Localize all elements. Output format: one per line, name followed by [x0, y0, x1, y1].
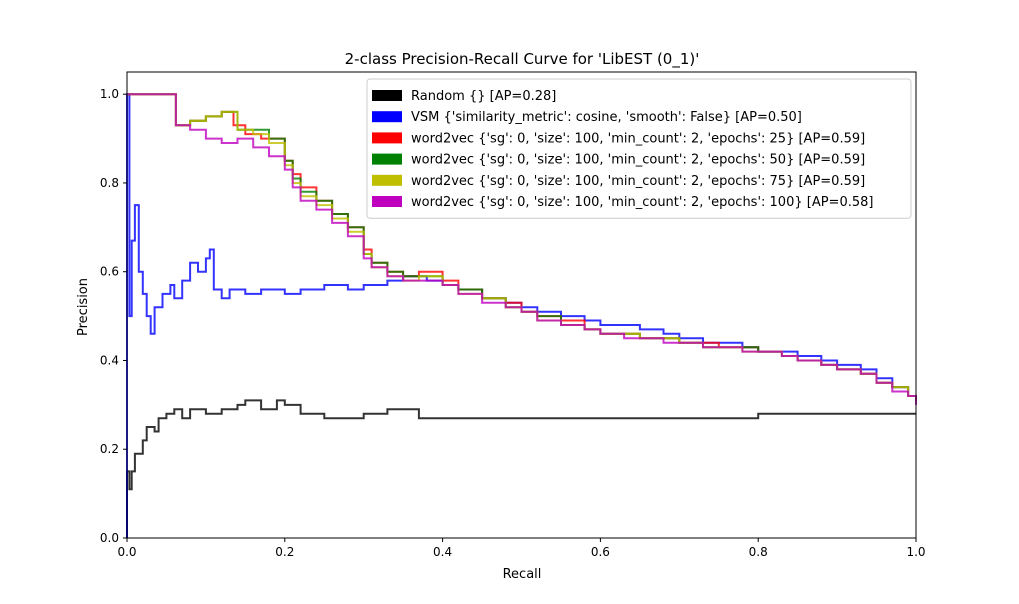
y-tick-label: 0.6 [100, 265, 119, 279]
legend-swatch-4 [372, 174, 402, 186]
x-axis-label: Recall [503, 567, 542, 582]
legend-label-4: word2vec {'sg': 0, 'size': 100, 'min_cou… [411, 174, 865, 189]
y-tick-label: 0.0 [100, 531, 119, 545]
y-tick-label: 1.0 [100, 87, 119, 101]
legend: Random {} [AP=0.28] VSM {'similarity_metr… [366, 78, 912, 219]
series-line-5 [127, 93, 917, 405]
legend-swatch-0 [372, 90, 402, 101]
x-tick-label: 1.0 [906, 545, 925, 559]
x-tick-label: 0.4 [433, 545, 452, 559]
x-tick-label: 0.2 [275, 545, 294, 559]
y-tick-label: 0.2 [100, 442, 119, 456]
legend-label-3: word2vec {'sg': 0, 'size': 100, 'min_cou… [411, 153, 865, 168]
legend-swatch-2 [372, 132, 402, 144]
y-axis-label: Precision [76, 278, 91, 336]
axes-frame [126, 71, 917, 539]
legend-label-2: word2vec {'sg': 0, 'size': 100, 'min_cou… [411, 131, 865, 146]
y-tick-label: 0.4 [100, 353, 119, 367]
plot-area [126, 93, 917, 538]
legend-label-5: word2vec {'sg': 0, 'size': 100, 'min_cou… [411, 195, 873, 210]
x-tick-label: 0.8 [749, 545, 768, 559]
chart-title: 2-class Precision-Recall Curve for 'LibE… [345, 50, 700, 69]
legend-box [366, 78, 912, 219]
x-tick-label: 0.6 [591, 545, 610, 559]
y-tick-label: 0.8 [100, 176, 119, 190]
legend-label-1: VSM {'similarity_metric': cosine, 'smoot… [411, 110, 802, 125]
series-line-0 [126, 399, 916, 538]
legend-swatch-1 [372, 111, 402, 123]
legend-swatch-3 [372, 153, 402, 165]
legend-label-0: Random {} [AP=0.28] [411, 89, 556, 104]
x-tick-label: 0.0 [117, 545, 136, 559]
legend-swatch-5 [372, 196, 402, 207]
